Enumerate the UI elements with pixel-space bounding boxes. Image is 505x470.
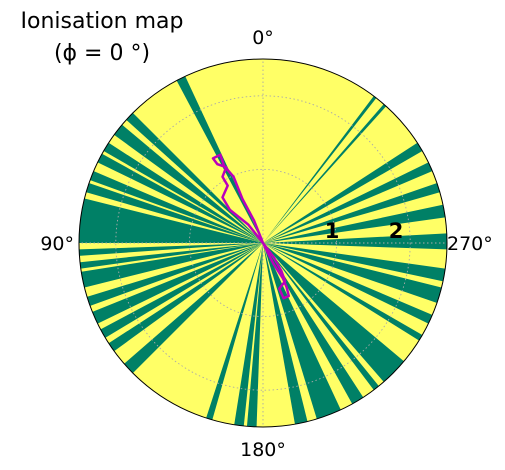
theta-tick-270: 270°	[447, 233, 493, 255]
sector-12	[88, 243, 263, 326]
sector-11	[83, 243, 263, 308]
r-tick-1: 1	[325, 219, 340, 243]
sector-1	[123, 110, 263, 243]
r-tick-2: 2	[389, 219, 404, 243]
theta-tick-90: 90°	[40, 233, 74, 255]
chart-title: Ionisation map	[21, 9, 184, 34]
sector-30	[263, 181, 444, 243]
sector-28	[263, 233, 447, 250]
theta-tick-0: 0°	[252, 27, 274, 49]
plot-area	[79, 59, 447, 427]
sector-17	[233, 243, 263, 427]
sector-8	[79, 243, 263, 257]
sector-6	[82, 181, 263, 243]
plot-outline	[78, 58, 448, 428]
sector-3	[100, 140, 263, 243]
sector-0	[174, 72, 263, 243]
sector-7	[79, 197, 263, 243]
sector-4	[94, 151, 263, 243]
sector-9	[79, 243, 263, 270]
sector-24	[263, 243, 426, 343]
grid-circle-2	[115, 95, 411, 391]
sector-5	[86, 169, 263, 243]
sector-31	[263, 160, 437, 243]
sector-21	[263, 243, 366, 408]
trajectory-line	[211, 153, 291, 300]
sector-26	[263, 243, 446, 305]
sector-2	[110, 122, 263, 243]
chart-subtitle: (ϕ = 0 °)	[54, 41, 150, 66]
sector-27	[263, 243, 447, 283]
sector-16	[204, 243, 263, 424]
grid-circle-1	[188, 168, 338, 318]
sector-20	[263, 243, 343, 423]
sector-10	[79, 243, 263, 289]
sector-15	[121, 243, 264, 376]
sector-29	[263, 203, 447, 243]
theta-tick-180: 180°	[240, 439, 286, 461]
sector-33	[263, 101, 389, 244]
sector-32	[263, 140, 426, 243]
sector-19	[263, 243, 309, 427]
sector-23	[263, 243, 408, 385]
sector-13	[97, 243, 263, 340]
sector-18	[246, 243, 263, 427]
sector-14	[105, 243, 264, 354]
sector-25	[263, 243, 437, 326]
sector-22	[263, 243, 382, 394]
sector-34	[263, 92, 379, 243]
